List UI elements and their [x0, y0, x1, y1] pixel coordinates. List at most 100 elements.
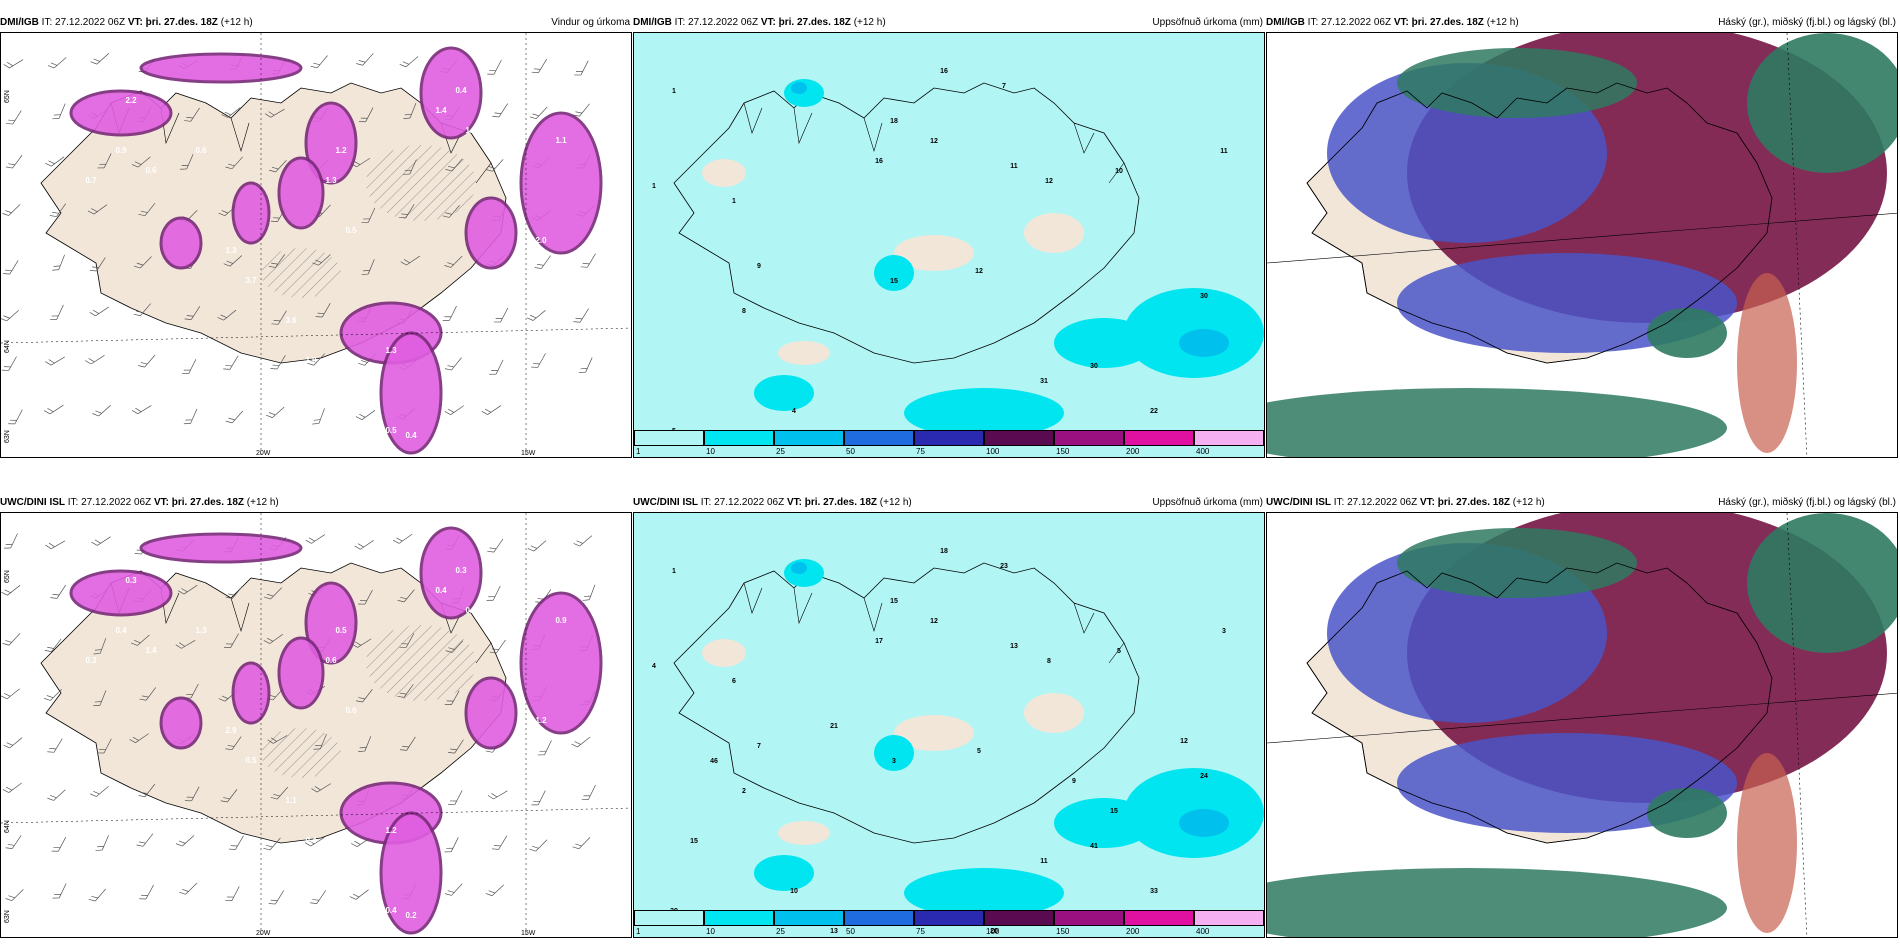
accum-value-label: 11	[1220, 148, 1228, 155]
panel-title: Uppsöfnuð úrkoma (mm)	[1152, 497, 1263, 508]
wind-barb	[91, 536, 111, 546]
precip-value-label: 0.4	[405, 431, 417, 440]
accum-value-label: 11	[1010, 163, 1018, 170]
wind-barb	[574, 60, 589, 76]
wind-barb	[3, 260, 19, 275]
precip-value-label: 1.4	[435, 106, 447, 115]
wind-barb	[138, 783, 156, 798]
precip-10-25	[1054, 798, 1154, 848]
precip-10-25	[784, 559, 824, 587]
wind-barb	[265, 406, 285, 418]
precip-value-label: 3.8	[565, 296, 577, 305]
precip-value-label: 0.7	[85, 176, 97, 185]
wind-barb	[97, 738, 112, 754]
map-wind-precip[interactable]: 0.3 0.4 1.4 0.3 0.5 0.6 0.4 0.3 0.9 1.2 1.1 0.7 1.2 0…	[0, 512, 632, 938]
wind-barb	[271, 310, 287, 325]
precip-value-label: 0.6	[195, 146, 207, 155]
wind-barb	[531, 790, 546, 806]
precip-value-label: 1.3	[225, 246, 237, 255]
low-precip-land	[894, 235, 974, 271]
precip-value-label: 0.4	[435, 586, 447, 595]
wind-barb	[268, 890, 285, 905]
panel-header: UWC/DINI ISL IT: 27.12.2022 06Z VT: þri.…	[633, 494, 1265, 512]
map-wind-precip[interactable]: 2.2 0.9 0.6 0.7 1.2 1.3 1.4 1.4 1.1 2.0 3.6 3.8 1.3 1…	[0, 32, 632, 458]
wind-barb	[43, 404, 64, 415]
precip-value-label: 1.4	[465, 126, 477, 135]
accum-value-label: 13	[830, 928, 838, 935]
wind-barb	[485, 159, 504, 172]
wind-barb	[573, 535, 593, 547]
wind-barb	[403, 103, 417, 119]
wind-barb	[52, 254, 65, 271]
graticule-line	[1267, 692, 1897, 744]
wind-barb	[49, 304, 64, 321]
wind-barb	[304, 837, 325, 847]
wind-barb	[93, 690, 107, 707]
precip-value-label: 0.7	[565, 776, 577, 785]
wind-barb	[399, 56, 419, 68]
wind-barb	[485, 884, 504, 897]
wind-barb	[1, 585, 21, 596]
wind-barb	[45, 540, 66, 550]
legend-tick-label: 200	[1126, 447, 1140, 456]
accum-value-label: 7	[757, 743, 761, 750]
accum-value-label: 1	[652, 183, 656, 190]
parallel-64n	[1, 327, 631, 344]
wind-barb	[138, 354, 156, 368]
wind-barb	[397, 684, 414, 698]
precip-area	[159, 696, 203, 750]
precip-area	[231, 181, 271, 245]
accum-value-label: 13	[1010, 643, 1018, 650]
wind-barb	[311, 783, 331, 793]
color-scale-legend: 1 10 25 50 75 100 150 200 400	[634, 430, 1264, 457]
wind-barb	[47, 57, 67, 69]
map-accumulated-precip[interactable]: 1181517231213853467352101141332439462115…	[633, 512, 1265, 938]
wind-barb	[138, 202, 156, 217]
legend-tick-label: 150	[1056, 447, 1070, 456]
wind-barb	[448, 739, 464, 754]
accum-value-label: 20	[990, 928, 998, 935]
wind-barb	[493, 307, 509, 323]
wind-barb	[184, 305, 201, 320]
accum-value-label: 9	[1072, 778, 1076, 785]
precip-value-label: 1.2	[255, 386, 267, 395]
wind-barb	[358, 589, 373, 605]
precip-value-label: 0.3	[125, 576, 137, 585]
precip-area	[419, 526, 483, 620]
wind-barb	[47, 789, 66, 801]
accum-value-label: 21	[830, 723, 838, 730]
panel-header: DMI/IGB IT: 27.12.2022 06Z VT: þri. 27.d…	[633, 14, 1265, 32]
legend-tick-label: 400	[1196, 927, 1210, 936]
panel-header: DMI/IGB IT: 27.12.2022 06Z VT: þri. 27.d…	[0, 14, 632, 32]
wind-barb	[486, 585, 501, 601]
wind-barb	[315, 303, 331, 318]
wind-barb	[356, 53, 374, 66]
precip-10-25	[754, 855, 814, 891]
wind-barb	[489, 639, 506, 654]
wind-barb	[93, 638, 107, 655]
legend-swatch	[984, 430, 1054, 446]
mixed-cloud	[1737, 753, 1797, 933]
precip-value-label: 0.3	[255, 866, 267, 875]
hatched-area	[366, 145, 476, 221]
accum-value-label: 15	[1110, 808, 1118, 815]
precip-value-label: 0.6	[325, 656, 337, 665]
wind-barb	[225, 886, 240, 901]
wind-barb	[312, 408, 325, 425]
panel-wind-dmi: DMI/IGB IT: 27.12.2022 06Z VT: þri. 27.d…	[0, 14, 632, 458]
valid-time: VT: þri. 27.des. 18Z	[127, 17, 218, 28]
accum-value-label: 4	[792, 408, 796, 415]
wind-barb	[310, 55, 328, 69]
map-cloud-cover[interactable]	[1266, 512, 1898, 938]
wind-barb	[582, 584, 596, 601]
precip-value-label: 1.3	[195, 626, 207, 635]
map-cloud-cover[interactable]	[1266, 32, 1898, 458]
lead-time: (+12 h)	[1486, 17, 1519, 28]
precip-value-label: 0.5	[385, 426, 397, 435]
precip-value-label: 0.9	[115, 146, 127, 155]
accum-value-label: 22	[1150, 408, 1158, 415]
map-accumulated-precip[interactable]: 1161816712111210111191512843130223051102…	[633, 32, 1265, 458]
wind-barb	[183, 408, 198, 425]
valid-time: VT: þri. 27.des. 18Z	[153, 497, 245, 508]
hatched-area	[366, 625, 476, 701]
